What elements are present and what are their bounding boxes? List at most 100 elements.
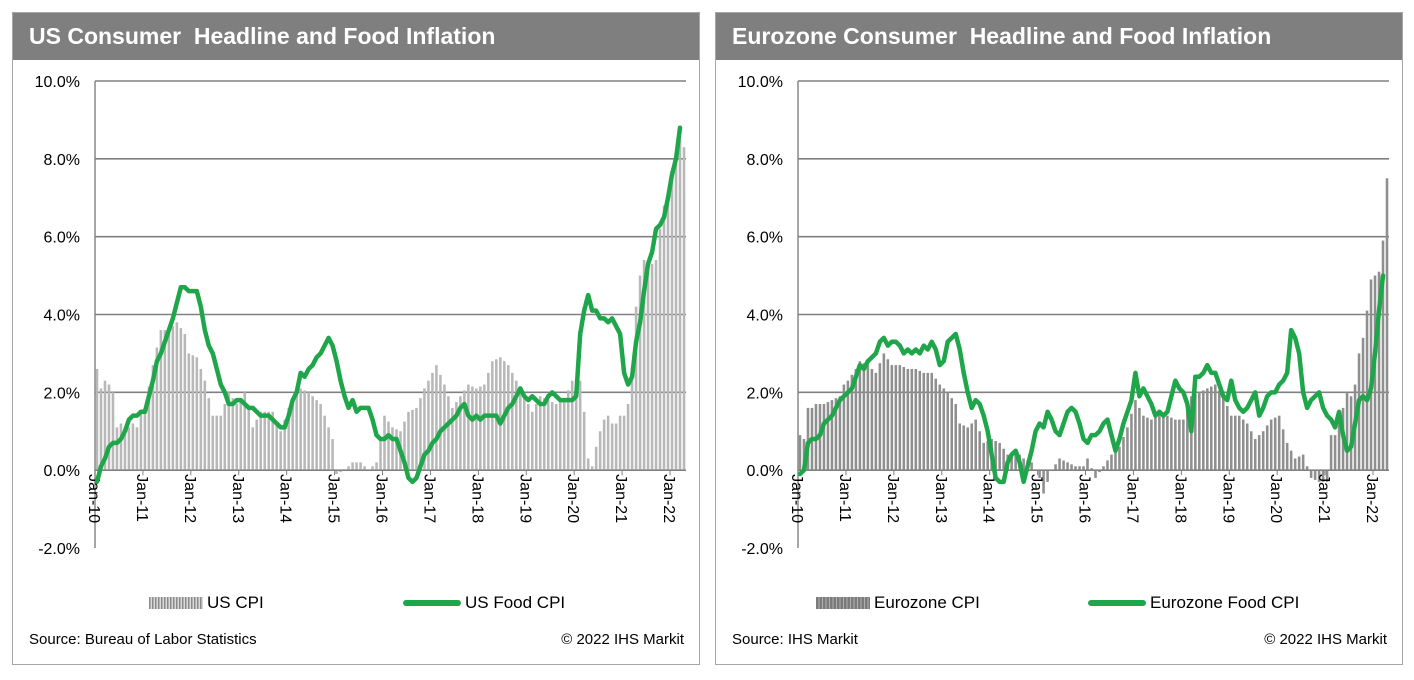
cpi-bar	[291, 401, 294, 471]
cpi-bar	[135, 427, 139, 471]
cpi-bar	[850, 374, 854, 471]
cpi-bar	[351, 462, 354, 471]
cpi-bar	[335, 470, 338, 475]
cpi-bar	[898, 365, 902, 471]
cpi-bar	[1002, 448, 1005, 471]
cpi-bar	[1010, 452, 1013, 471]
cpi-bar	[427, 380, 430, 471]
cpi-bar	[578, 380, 582, 471]
x-tick-label: Jan-16	[1076, 474, 1093, 523]
cpi-bar	[483, 384, 486, 471]
cpi-bar	[143, 407, 147, 471]
cpi-bar	[1269, 419, 1273, 471]
cpi-bar	[1226, 405, 1229, 471]
cpi-bar	[1210, 386, 1213, 471]
cpi-bar	[538, 396, 542, 471]
cpi-bar	[1070, 464, 1073, 471]
cpi-bar	[507, 365, 510, 471]
cpi-bar	[103, 380, 107, 471]
legend-label: US CPI	[207, 593, 264, 612]
cpi-bar	[634, 306, 638, 471]
cpi-bar	[1090, 468, 1093, 471]
y-gridlines: -2.0% 0.0% 2.0% 4.0% 6.0% 8.0% 10.0%	[35, 74, 686, 558]
x-tick-label: Jan-21	[1315, 474, 1332, 523]
cpi-bar	[463, 390, 466, 471]
cpi-bar	[550, 402, 554, 471]
cpi-bar	[471, 386, 474, 471]
x-tick-label: Jan-10	[85, 474, 102, 523]
cpi-bar	[1086, 458, 1089, 471]
cpi-bar	[243, 392, 247, 471]
cpi-bar	[1106, 460, 1109, 471]
cpi-bar	[159, 330, 163, 471]
cpi-bar	[926, 372, 930, 471]
cpi-bar	[1297, 456, 1301, 471]
cpi-bar	[598, 431, 602, 471]
cpi-bar	[1249, 431, 1253, 471]
cpi-bar	[275, 421, 278, 471]
cpi-bar	[431, 372, 434, 471]
cpi-bar	[519, 388, 522, 471]
cpi-bar	[1142, 415, 1145, 471]
cpi-bar	[838, 396, 842, 471]
cpi-bar	[1162, 413, 1165, 471]
cpi-bar	[1301, 454, 1305, 471]
cpi-bar	[854, 368, 858, 471]
cpi-bar	[1277, 415, 1281, 471]
cpi-bar	[215, 415, 219, 471]
cpi-bar	[570, 380, 574, 471]
bar-swatch-icon	[816, 597, 870, 609]
cpi-bar	[339, 470, 342, 473]
y-tick-label: 8.0%	[44, 152, 80, 169]
cpi-bar	[127, 427, 131, 471]
source-note: Source: IHS Markit	[732, 631, 858, 648]
cpi-bar	[1182, 419, 1185, 471]
cpi-bar	[1078, 466, 1081, 471]
cpi-bar	[191, 355, 195, 471]
cpi-bar	[806, 407, 810, 471]
cpi-bar	[151, 365, 155, 471]
cpi-bar	[894, 365, 898, 471]
cpi-bar	[594, 446, 598, 471]
cpi-bar	[970, 423, 973, 471]
cpi-bar	[211, 415, 215, 471]
cpi-bar	[638, 275, 642, 471]
cpi-bar	[1134, 400, 1137, 471]
cpi-bar	[542, 398, 546, 471]
eurozone-chart-panel: Eurozone Consumer Headline and Food Infl…	[715, 12, 1403, 665]
legend: Eurozone CPI Eurozone Food CPI	[716, 593, 1402, 615]
bar-series	[798, 178, 1389, 494]
cpi-bar	[1082, 466, 1085, 471]
cpi-bar	[1261, 431, 1265, 471]
cpi-bar	[558, 402, 562, 471]
cpi-bar	[622, 415, 626, 471]
cpi-bar	[566, 390, 570, 471]
cpi-bar	[171, 326, 175, 471]
cpi-bar	[930, 372, 934, 471]
cpi-bar	[235, 404, 239, 471]
cpi-bar	[95, 368, 99, 471]
cpi-bar	[267, 411, 270, 471]
copyright-note: © 2022 IHS Markit	[1264, 631, 1387, 648]
x-tick-label: Jan-22	[1363, 474, 1380, 523]
cpi-bar	[606, 415, 610, 471]
cpi-bar	[986, 440, 989, 471]
cpi-bar	[870, 368, 874, 471]
cpi-bar	[187, 353, 191, 471]
x-tick-label: Jan-18	[468, 474, 485, 523]
cpi-bar	[183, 333, 187, 471]
cpi-bar	[323, 415, 326, 471]
source-note: Source: Bureau of Labor Statistics	[29, 631, 257, 648]
cpi-bar	[1345, 392, 1349, 471]
cpi-bar	[1265, 425, 1269, 471]
cpi-bar	[942, 388, 946, 471]
cpi-bar	[822, 404, 826, 471]
x-ticks: Jan-10 Jan-11 Jan-12 Jan-13 Jan-14 Jan-15 Jan-…	[788, 470, 1380, 523]
cpi-bar	[1309, 470, 1313, 478]
cpi-bar	[119, 423, 123, 471]
cpi-bar	[614, 423, 618, 471]
x-tick-label: Jan-13	[229, 474, 246, 523]
us-chart-panel: US Consumer Headline and Food Inflation …	[12, 12, 700, 665]
cpi-bar	[1042, 470, 1045, 494]
y-tick-label: -2.0%	[741, 541, 783, 558]
